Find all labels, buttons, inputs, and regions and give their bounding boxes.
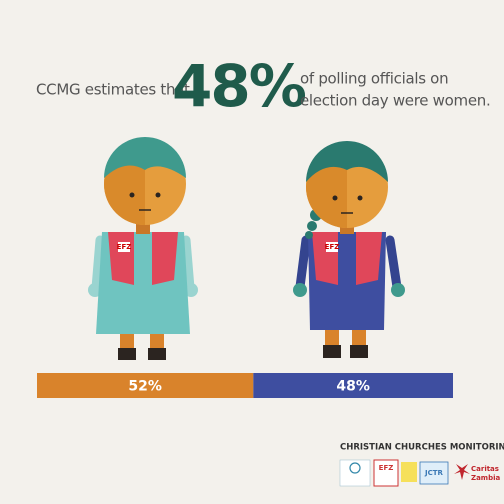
vest-tag: EFZ (325, 243, 340, 251)
bar-segment (37, 373, 254, 398)
bar-segment (253, 373, 453, 398)
headline-tail: election day were women. (300, 92, 490, 110)
man-figure: EFZ (88, 137, 198, 360)
headline-lead: CCMG estimates that (36, 81, 190, 99)
woman-figure: EFZ (293, 141, 405, 358)
logo-text: JCTR (424, 469, 444, 477)
headline-tail: of polling officials on (300, 70, 448, 88)
footer-org: CHRISTIAN CHURCHES MONITORING GROUP (340, 443, 504, 453)
logos: EFZ JCTR Caritas Zambia (339, 459, 501, 487)
logo-text: Zambia (471, 474, 501, 482)
logo-text: EFZ (379, 464, 394, 472)
logo-text: Caritas (471, 465, 499, 473)
headline-figure: 48% (172, 52, 306, 120)
vest-tag: EFZ (117, 243, 132, 251)
value-label: 52% (128, 379, 162, 395)
value-label: 48% (336, 379, 370, 395)
